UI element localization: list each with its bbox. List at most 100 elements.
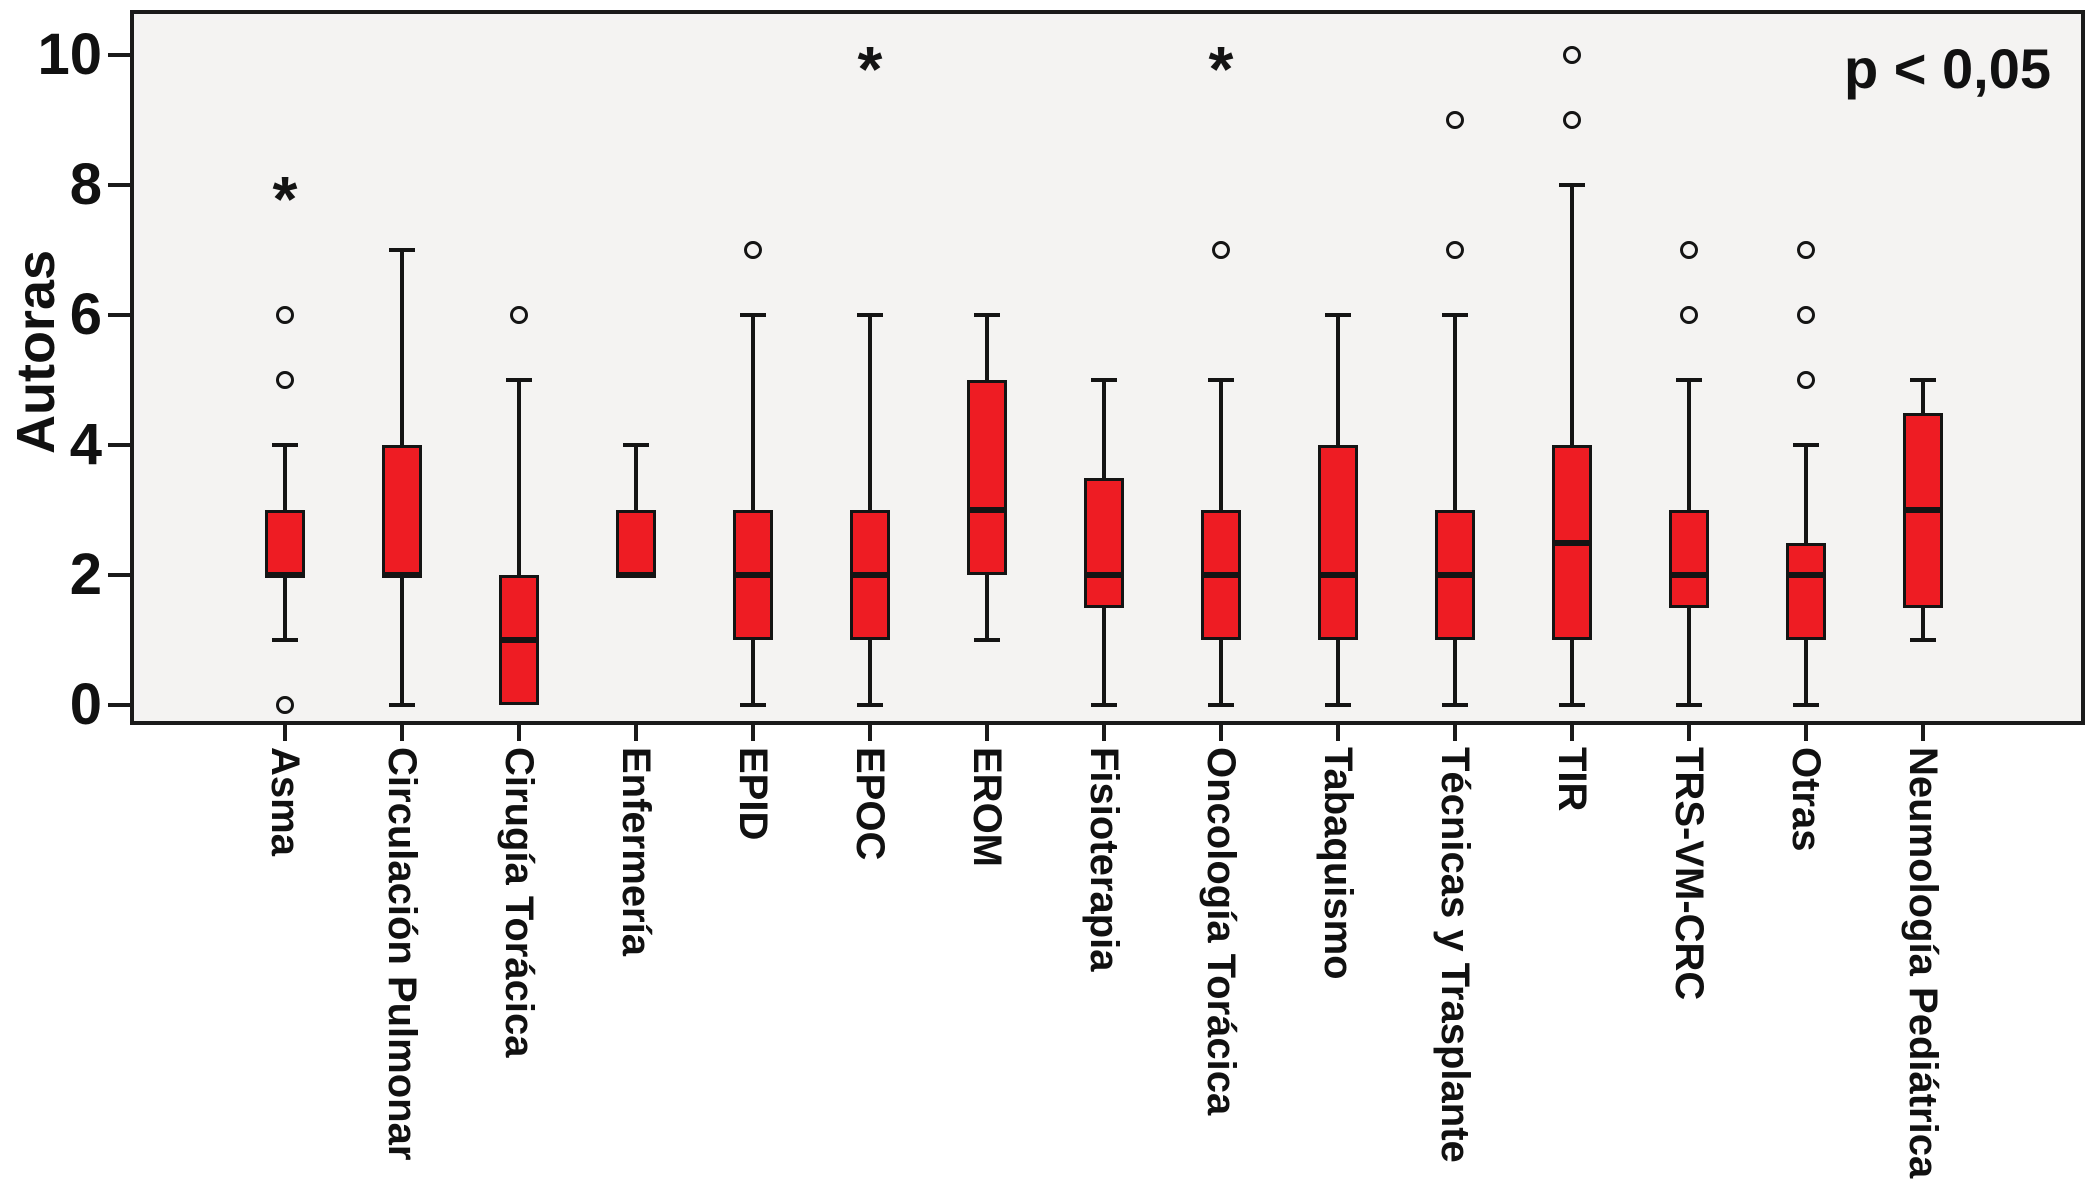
- x-tick-label: Fisioterapia: [1082, 747, 1126, 972]
- iqr-box: [1669, 510, 1709, 608]
- whisker-cap-bottom: [1559, 703, 1585, 707]
- x-tick-mark: [1804, 725, 1808, 741]
- median-line: [1201, 572, 1241, 578]
- x-tick-label: EPID: [731, 747, 775, 841]
- median-line: [1552, 539, 1592, 546]
- p-value-annotation: p < 0,05: [1843, 37, 2051, 100]
- whisker-cap-top: [1793, 443, 1819, 447]
- whisker-cap-bottom: [272, 638, 298, 642]
- x-tick-label: TRS-VM-CRC: [1667, 747, 1711, 1001]
- median-line: [967, 507, 1007, 513]
- x-tick-mark: [634, 725, 638, 741]
- outlier-circle-icon: [1797, 241, 1815, 259]
- outlier-circle-icon: [276, 306, 294, 324]
- whisker-cap-top: [623, 443, 649, 447]
- x-tick-mark: [868, 725, 872, 741]
- whisker-cap-bottom: [1091, 703, 1117, 707]
- whisker-cap-bottom: [1325, 703, 1351, 707]
- extreme-outlier-star-icon: *: [1208, 33, 1234, 106]
- outlier-circle-icon: [744, 241, 762, 259]
- y-tick-mark: [108, 443, 130, 447]
- outlier-circle-icon: [1797, 371, 1815, 389]
- whisker-cap-bottom: [740, 703, 766, 707]
- extreme-outlier-star-icon: *: [272, 163, 298, 236]
- whisker-cap-bottom: [857, 703, 883, 707]
- outlier-circle-icon: [1446, 111, 1464, 129]
- extreme-outlier-star-icon: *: [857, 33, 883, 106]
- x-tick-label: Oncología Torácica: [1199, 747, 1243, 1116]
- median-line: [499, 637, 539, 643]
- x-tick-label: Neumología Pediátrica: [1901, 747, 1945, 1179]
- whisker-cap-top: [1208, 378, 1234, 382]
- y-tick-mark: [108, 703, 130, 707]
- y-tick-label: 4: [69, 412, 102, 477]
- median-line: [850, 572, 890, 578]
- outlier-circle-icon: [1680, 306, 1698, 324]
- x-tick-label: EPOC: [848, 747, 892, 861]
- x-tick-label: Técnicas y Trasplante: [1433, 747, 1477, 1163]
- median-line: [1318, 572, 1358, 578]
- x-tick-label: TIR: [1550, 747, 1594, 812]
- x-tick-mark: [1102, 725, 1106, 741]
- x-tick-mark: [985, 725, 989, 741]
- x-tick-label: Cirugía Torácica: [497, 747, 541, 1058]
- whisker-cap-top: [740, 313, 766, 317]
- median-line: [1903, 507, 1943, 513]
- x-tick-mark: [1687, 725, 1691, 741]
- whisker-cap-top: [1676, 378, 1702, 382]
- whisker-cap-bottom: [389, 703, 415, 707]
- whisker-cap-bottom: [1208, 703, 1234, 707]
- y-tick-label: 0: [69, 672, 102, 737]
- outlier-circle-icon: [276, 696, 294, 714]
- y-tick-mark: [108, 53, 130, 57]
- iqr-box: [1084, 477, 1124, 608]
- x-tick-label: Circulación Pulmonar: [380, 747, 424, 1161]
- whisker-cap-bottom: [1676, 703, 1702, 707]
- x-tick-label: Otras: [1784, 747, 1828, 852]
- outlier-circle-icon: [1563, 111, 1581, 129]
- x-tick-mark: [1453, 725, 1457, 741]
- whisker-cap-top: [272, 443, 298, 447]
- median-line: [382, 572, 422, 578]
- x-tick-mark: [1336, 725, 1340, 741]
- y-tick-mark: [108, 183, 130, 187]
- iqr-box: [1786, 542, 1826, 640]
- x-tick-label: EROM: [965, 747, 1009, 867]
- whisker-cap-top: [506, 378, 532, 382]
- x-tick-mark: [400, 725, 404, 741]
- outlier-circle-icon: [1212, 241, 1230, 259]
- x-tick-mark: [1219, 725, 1223, 741]
- y-tick-mark: [108, 313, 130, 317]
- median-line: [1786, 572, 1826, 578]
- whisker-cap-top: [1910, 378, 1936, 382]
- y-tick-label: 10: [37, 22, 102, 87]
- whisker-cap-top: [1091, 378, 1117, 382]
- iqr-box: [382, 445, 422, 575]
- x-tick-mark: [1921, 725, 1925, 741]
- iqr-box: [1318, 445, 1358, 640]
- x-tick-label: Tabaquismo: [1316, 747, 1360, 980]
- whisker-line: [517, 380, 521, 705]
- iqr-box: [616, 510, 656, 575]
- x-tick-label: Asma: [263, 747, 307, 856]
- iqr-box: [265, 510, 305, 575]
- median-line: [265, 572, 305, 578]
- median-line: [616, 572, 656, 578]
- outlier-circle-icon: [276, 371, 294, 389]
- median-line: [1435, 572, 1475, 578]
- whisker-cap-top: [857, 313, 883, 317]
- y-tick-mark: [108, 573, 130, 577]
- whisker-cap-bottom: [974, 638, 1000, 642]
- whisker-cap-bottom: [1793, 703, 1819, 707]
- whisker-cap-bottom: [1442, 703, 1468, 707]
- median-line: [733, 572, 773, 578]
- outlier-circle-icon: [1446, 241, 1464, 259]
- outlier-circle-icon: [1563, 46, 1581, 64]
- y-tick-label: 8: [69, 152, 102, 217]
- median-line: [1084, 572, 1124, 578]
- outlier-circle-icon: [1680, 241, 1698, 259]
- whisker-cap-top: [1325, 313, 1351, 317]
- median-line: [1669, 572, 1709, 578]
- outlier-circle-icon: [1797, 306, 1815, 324]
